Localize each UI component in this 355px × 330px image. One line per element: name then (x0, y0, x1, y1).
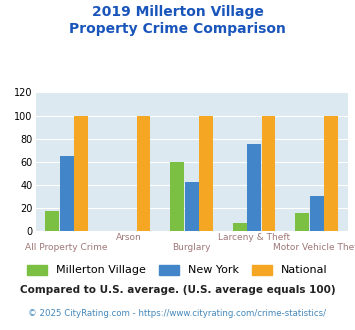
Bar (295, 213, 309, 231)
Text: 2019 Millerton Village
Property Crime Comparison: 2019 Millerton Village Property Crime Co… (69, 5, 286, 36)
Legend: Millerton Village, New York, National: Millerton Village, New York, National (27, 265, 328, 275)
Text: Arson: Arson (116, 233, 142, 242)
Text: Compared to U.S. average. (U.S. average equals 100): Compared to U.S. average. (U.S. average … (20, 285, 335, 295)
Bar (137, 115, 151, 231)
Text: © 2025 CityRating.com - https://www.cityrating.com/crime-statistics/: © 2025 CityRating.com - https://www.city… (28, 309, 327, 317)
Text: Motor Vehicle Theft: Motor Vehicle Theft (273, 243, 355, 251)
Bar (324, 115, 338, 231)
Bar (45, 211, 59, 231)
Bar (60, 156, 73, 231)
Bar (310, 196, 323, 231)
Bar (74, 115, 88, 231)
Bar (170, 162, 184, 231)
Text: All Property Crime: All Property Crime (26, 243, 108, 251)
Bar (247, 145, 261, 231)
Bar (262, 115, 275, 231)
Bar (199, 115, 213, 231)
Bar (233, 223, 247, 231)
Text: Larceny & Theft: Larceny & Theft (218, 233, 290, 242)
Bar (185, 182, 198, 231)
Text: Burglary: Burglary (173, 243, 211, 251)
